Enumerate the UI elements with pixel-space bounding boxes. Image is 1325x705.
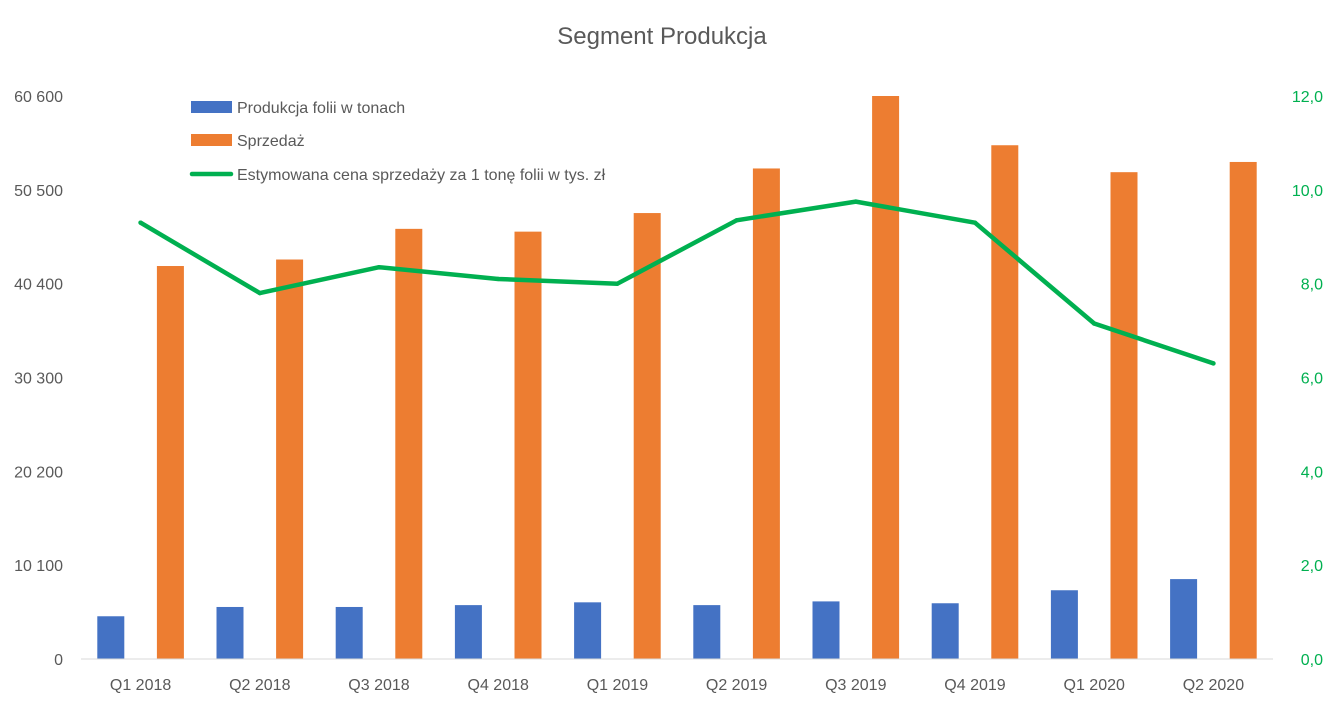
bar-produkcja (1170, 579, 1198, 659)
x-tick-label: Q4 2019 (944, 677, 1005, 694)
line-point (734, 218, 739, 223)
y-right-tick-label: 10,0 (1292, 183, 1323, 200)
y-axis-right: 0,0 2,0 4,0 6,0 8,0 10,0 12,0 (1292, 89, 1323, 669)
bar-sprzedaz (752, 168, 780, 660)
bar-sprzedaz (276, 259, 304, 659)
y-left-tick-label: 30 300 (14, 371, 63, 388)
bar-sprzedaz (1229, 161, 1257, 660)
line-point (376, 265, 382, 270)
bar-produkcja (931, 603, 959, 659)
x-tick-label: Q2 2019 (706, 677, 767, 694)
legend-label: Produkcja folii w tonach (237, 100, 405, 117)
legend-label: Estymowana cena sprzedaży za 1 tonę foli… (237, 167, 606, 184)
bar-produkcja (574, 602, 602, 659)
y-right-tick-label: 6,0 (1301, 371, 1323, 388)
x-tick-label: Q3 2018 (348, 677, 409, 694)
y-left-tick-label: 60 600 (14, 89, 63, 106)
y-left-tick-label: 0 (54, 652, 63, 669)
line-point (615, 281, 620, 286)
price-line (138, 199, 1216, 366)
bar-produkcja (216, 606, 244, 659)
legend: Produkcja folii w tonach Sprzedaż Estymowa… (189, 100, 606, 184)
y-left-tick-label: 20 200 (14, 464, 63, 481)
bar-produkcja (693, 605, 721, 659)
x-tick-label: Q1 2020 (1064, 677, 1125, 694)
line-point (1092, 321, 1097, 326)
legend-swatch (191, 134, 232, 146)
y-right-tick-label: 8,0 (1301, 277, 1323, 294)
line-point (496, 276, 501, 282)
x-tick-label: Q1 2018 (110, 677, 171, 694)
line-point (257, 290, 262, 296)
line-cena (138, 199, 1216, 366)
y-right-tick-label: 2,0 (1301, 558, 1323, 575)
bar-produkcja (454, 605, 482, 659)
x-tick-label: Q4 2018 (468, 677, 529, 694)
x-axis: Q1 2018 Q2 2018 Q3 2018 Q4 2018 Q1 2019 Q2 20… (81, 658, 1273, 694)
bar-sprzedaz (514, 231, 542, 659)
bar-produkcja (97, 616, 125, 659)
bar-sprzedaz (872, 96, 900, 659)
bars (97, 96, 1257, 660)
y-right-tick-label: 12,0 (1292, 89, 1323, 106)
bar-produkcja (1050, 590, 1078, 659)
bar-sprzedaz (633, 213, 661, 660)
y-left-tick-label: 40 400 (14, 277, 63, 294)
bar-sprzedaz (991, 145, 1019, 660)
bar-sprzedaz (156, 266, 184, 659)
y-left-tick-label: 10 100 (14, 558, 63, 575)
line-point (853, 199, 858, 204)
legend-swatch (191, 101, 232, 113)
chart-title: Segment Produkcja (557, 23, 767, 50)
x-tick-label: Q1 2019 (587, 677, 648, 694)
bar-produkcja (812, 601, 840, 659)
x-tick-label: Q3 2019 (825, 677, 886, 694)
x-tick-label: Q2 2018 (229, 677, 290, 694)
line-point (1211, 361, 1216, 366)
line-point (138, 220, 143, 225)
y-right-tick-label: 4,0 (1301, 464, 1323, 481)
x-tick-label: Q2 2020 (1183, 677, 1244, 694)
y-left-tick-label: 50 500 (14, 183, 63, 200)
bar-sprzedaz (1110, 172, 1138, 659)
y-right-tick-label: 0,0 (1301, 652, 1323, 669)
legend-label: Sprzedaż (237, 133, 305, 150)
bar-produkcja (335, 606, 363, 659)
y-axis-left: 0 10 100 20 200 30 300 40 400 50 500 60 600 (14, 89, 63, 669)
bar-sprzedaz (395, 228, 423, 659)
line-point (972, 220, 978, 225)
